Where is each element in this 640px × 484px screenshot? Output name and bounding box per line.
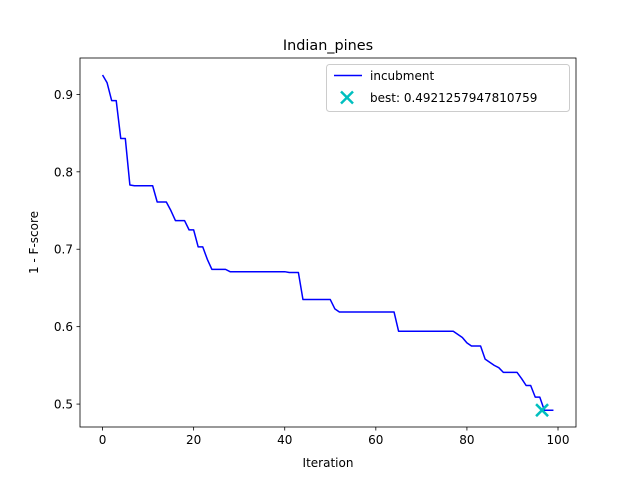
x-tick-label: 20 [186, 433, 201, 447]
legend-label-incubment: incubment [370, 69, 434, 83]
x-tick-label: 80 [459, 433, 474, 447]
y-tick-label: 0.9 [54, 88, 73, 102]
legend-box [326, 64, 570, 112]
y-axis-label: 1 - F-score [27, 211, 41, 274]
best-marker [535, 403, 549, 418]
y-tick-label: 0.8 [54, 165, 73, 179]
plot-frame [79, 57, 577, 428]
plot-area [80, 58, 576, 427]
incubment-line [101, 74, 554, 411]
y-tick-label: 0.5 [54, 398, 73, 412]
x-tick-label: 0 [99, 433, 107, 447]
x-axis-ticks: 0 20 40 60 80 100 [99, 427, 570, 447]
x-tick-label: 60 [368, 433, 383, 447]
x-tick-label: 40 [277, 433, 292, 447]
legend-marker-swatch [340, 90, 354, 105]
legend-label-best: best: 0.4921257947810759 [370, 91, 537, 105]
x-axis-label: Iteration [303, 456, 354, 470]
y-tick-label: 0.6 [54, 320, 73, 334]
x-marker-stroke [340, 90, 354, 105]
chart-title: Indian_pines [283, 38, 373, 54]
x-marker-stroke [535, 403, 549, 418]
legend: incubment best: 0.4921257947810759 [326, 64, 570, 112]
y-axis-ticks: 0.5 0.6 0.7 0.8 0.9 [54, 88, 80, 412]
x-tick-label: 100 [547, 433, 570, 447]
y-tick-label: 0.7 [54, 243, 73, 257]
